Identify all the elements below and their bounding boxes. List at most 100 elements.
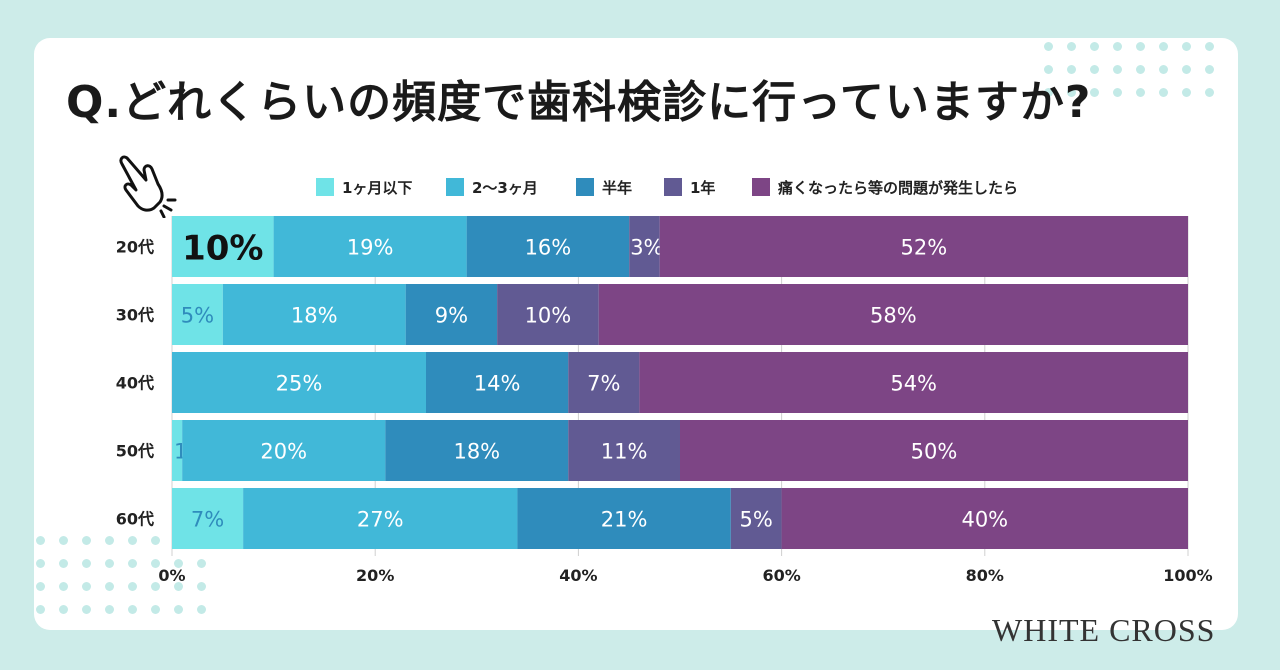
bar-segment bbox=[222, 284, 406, 345]
bar-segment bbox=[568, 420, 680, 481]
decorative-dot bbox=[36, 582, 45, 591]
legend-label: 半年 bbox=[602, 179, 632, 197]
decorative-dot bbox=[82, 536, 91, 545]
decorative-dot bbox=[82, 605, 91, 614]
data-label: 54% bbox=[890, 372, 937, 396]
decorative-dot bbox=[1205, 88, 1214, 97]
data-label: 7% bbox=[191, 508, 224, 532]
decorative-dot bbox=[36, 605, 45, 614]
bar-segment bbox=[517, 488, 731, 549]
decorative-dot bbox=[105, 582, 114, 591]
data-label: 7% bbox=[587, 372, 620, 396]
decorative-dot bbox=[82, 559, 91, 568]
decorative-dot bbox=[128, 536, 137, 545]
bar-segment bbox=[243, 488, 518, 549]
bar-segment bbox=[172, 352, 426, 413]
decorative-dot bbox=[59, 536, 68, 545]
x-tick-label: 60% bbox=[762, 566, 800, 585]
data-label: 10% bbox=[525, 304, 572, 328]
decorative-dot bbox=[128, 582, 137, 591]
decorative-dot bbox=[105, 559, 114, 568]
decorative-dot bbox=[128, 559, 137, 568]
decorative-dot bbox=[174, 582, 183, 591]
data-label: 5% bbox=[740, 508, 773, 532]
x-tick-label: 0% bbox=[158, 566, 185, 585]
decorative-dot bbox=[59, 605, 68, 614]
data-label: 40% bbox=[961, 508, 1008, 532]
data-label: 11% bbox=[601, 440, 648, 464]
data-label: 58% bbox=[870, 304, 917, 328]
decorative-dot bbox=[1159, 42, 1168, 51]
data-label: 50% bbox=[911, 440, 958, 464]
bar-segment bbox=[680, 420, 1188, 481]
x-tick-label: 80% bbox=[966, 566, 1004, 585]
decorative-dot bbox=[1205, 65, 1214, 74]
decorative-dot bbox=[1044, 42, 1053, 51]
data-label: 19% bbox=[347, 236, 394, 260]
decorative-dot bbox=[1044, 65, 1053, 74]
bar-segment bbox=[497, 284, 599, 345]
decorative-dot bbox=[1136, 65, 1145, 74]
decorative-dot bbox=[151, 582, 160, 591]
data-label: 27% bbox=[357, 508, 404, 532]
bar-segment bbox=[172, 420, 183, 481]
category-label: 30代 bbox=[116, 306, 154, 325]
decorative-dot bbox=[1090, 65, 1099, 74]
data-label: 16% bbox=[525, 236, 572, 260]
data-label: 3% bbox=[630, 236, 663, 260]
decorative-dot bbox=[1182, 42, 1191, 51]
category-label: 50代 bbox=[116, 442, 154, 461]
bar-segment bbox=[172, 488, 244, 549]
decorative-dot bbox=[151, 536, 160, 545]
decorative-dot bbox=[1044, 88, 1053, 97]
data-label: 5% bbox=[181, 304, 214, 328]
decorative-dot bbox=[59, 559, 68, 568]
decorative-dot bbox=[197, 605, 206, 614]
decorative-dot bbox=[105, 536, 114, 545]
legend-label: 2〜3ヶ月 bbox=[472, 179, 538, 197]
bar-segment bbox=[273, 216, 467, 277]
decorative-dot bbox=[82, 582, 91, 591]
legend-label: 1年 bbox=[690, 179, 715, 197]
bar-segment bbox=[466, 216, 630, 277]
data-label: 9% bbox=[435, 304, 468, 328]
bar-segment bbox=[598, 284, 1188, 345]
decorative-dot bbox=[1113, 65, 1122, 74]
decorative-dot bbox=[1113, 88, 1122, 97]
bar-segment bbox=[405, 284, 498, 345]
data-label: 25% bbox=[276, 372, 323, 396]
legend-swatch bbox=[316, 178, 334, 196]
decorative-dot bbox=[59, 582, 68, 591]
data-label: 18% bbox=[453, 440, 500, 464]
category-label: 20代 bbox=[116, 238, 154, 257]
legend-swatch bbox=[576, 178, 594, 196]
data-label: 10% bbox=[182, 229, 263, 269]
decorative-dot bbox=[1090, 88, 1099, 97]
decorative-dot bbox=[1090, 42, 1099, 51]
bar-segment bbox=[182, 420, 386, 481]
decorative-dot bbox=[1067, 42, 1076, 51]
legend-swatch bbox=[446, 178, 464, 196]
decorative-dot bbox=[151, 559, 160, 568]
decorative-dot bbox=[197, 559, 206, 568]
bar-segment bbox=[659, 216, 1188, 277]
decorative-dot bbox=[197, 582, 206, 591]
decorative-dot bbox=[105, 605, 114, 614]
decorative-dot bbox=[1205, 42, 1214, 51]
decorative-dot bbox=[1182, 88, 1191, 97]
legend-swatch bbox=[664, 178, 682, 196]
bar-segment bbox=[568, 352, 640, 413]
bar-segment bbox=[426, 352, 569, 413]
data-label: 21% bbox=[601, 508, 648, 532]
bar-segment bbox=[781, 488, 1188, 549]
bar-segment bbox=[730, 488, 782, 549]
category-label: 60代 bbox=[116, 510, 154, 529]
decorative-dot bbox=[1113, 42, 1122, 51]
decorative-dot bbox=[174, 559, 183, 568]
bar-segment bbox=[385, 420, 569, 481]
data-label: 14% bbox=[474, 372, 521, 396]
legend-label: 1ヶ月以下 bbox=[342, 179, 412, 197]
decorative-dot bbox=[174, 605, 183, 614]
bar-segment bbox=[639, 352, 1188, 413]
